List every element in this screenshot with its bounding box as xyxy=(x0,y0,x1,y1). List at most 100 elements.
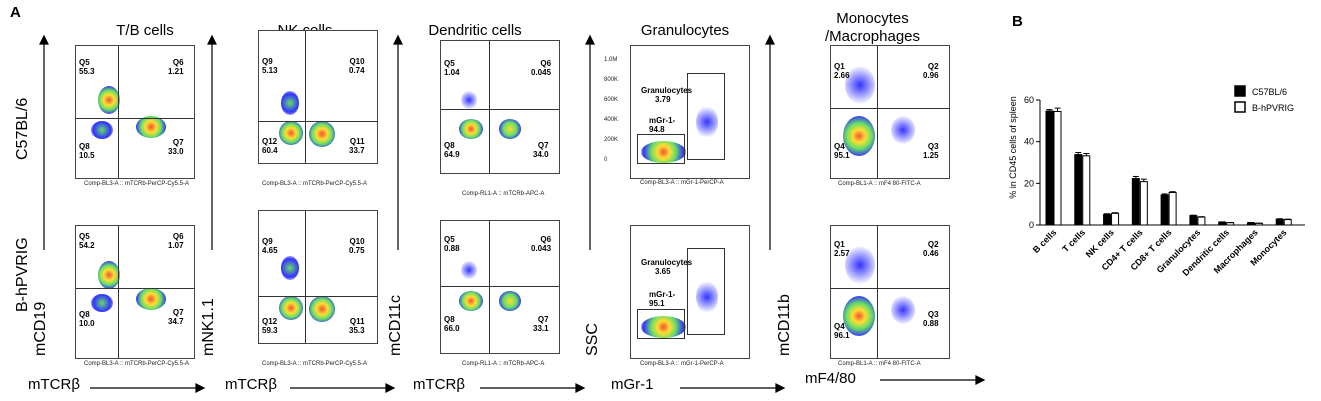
gate-label: Q10 xyxy=(349,57,365,66)
gate-label: Q3 xyxy=(927,310,939,319)
gate-label: Q6 xyxy=(172,232,184,241)
x-axis-caption: Comp-BL3-A :: mTCRb-PerCP-Cy5.5-A xyxy=(262,361,368,367)
bar-humanized xyxy=(1082,155,1091,226)
x-axis-caption: Comp-BL3-A :: mTCRb-PerCP-Cy5.5-A xyxy=(84,181,190,187)
bar-humanized xyxy=(1168,192,1177,226)
gate-value: 0.045 xyxy=(531,68,552,77)
gate-label: Q6 xyxy=(540,59,552,68)
category-label: T cells xyxy=(1060,227,1087,254)
gate-label: Q11 xyxy=(349,137,365,146)
gate-label: Q2 xyxy=(927,240,939,249)
column-title-tb: T/B cells xyxy=(116,22,174,39)
gate-value: 10.5 xyxy=(79,151,95,160)
gate-value: 33.7 xyxy=(349,146,365,155)
bar-wildtype xyxy=(1131,178,1140,226)
column-title-granulocytes: Granulocytes xyxy=(640,22,730,39)
category-label: B cells xyxy=(1031,227,1059,255)
gate-value: 0.043 xyxy=(531,244,552,253)
gate-value: 33.0 xyxy=(168,147,184,156)
gate-label: mGr-1- xyxy=(649,290,676,299)
gate-value: 4.65 xyxy=(262,246,278,255)
flow-plot-nk-wildtype: Q9 5.13 Q10 0.74 Q12 60.4 Q11 33.7 xyxy=(258,30,378,164)
legend-label: B-hPVRIG xyxy=(1252,103,1294,113)
gate-value: 95.1 xyxy=(649,299,665,308)
x-marker-tcrb-2: mTCRβ xyxy=(225,376,277,393)
gate-label: Q7 xyxy=(537,141,549,150)
gate-value: 96.1 xyxy=(834,331,850,340)
gate-value: 0.88 xyxy=(444,244,460,253)
y-tick-label: 0 xyxy=(1029,220,1034,230)
x-marker-gr1: mGr-1 xyxy=(611,376,654,393)
bar-wildtype xyxy=(1074,154,1083,226)
x-marker-f480: mF4/80 xyxy=(805,370,856,387)
flow-plot-monocytes-wildtype: Q1 2.66 Q2 0.96 Q4 95.1 Q3 1.25 xyxy=(830,45,950,179)
bar-wildtype xyxy=(1045,110,1054,226)
gate-value: 35.3 xyxy=(349,326,365,335)
bar-wildtype xyxy=(1160,194,1169,226)
gate-value: 54.2 xyxy=(79,241,95,250)
gate-label: Q1 xyxy=(834,240,845,249)
gate-label: Q8 xyxy=(444,141,455,150)
x-axis-caption: Comp-BL1-A :: mF4 80-FITC-A xyxy=(838,181,921,187)
panel-b-label: B xyxy=(1012,13,1023,30)
tick-label: 0 xyxy=(604,157,608,163)
tick-label: 400K xyxy=(604,117,619,123)
gate-label: Granulocytes xyxy=(641,86,693,95)
gate-value: 1.25 xyxy=(923,151,939,160)
y-tick-label: 60 xyxy=(1024,95,1034,105)
column-title-dc: Dendritic cells xyxy=(428,22,522,39)
column-title-monocytes: Monocytes /Macrophages xyxy=(824,10,921,45)
gate-value: 3.79 xyxy=(655,95,671,104)
gate-label: Q10 xyxy=(349,237,365,246)
gate-value: 95.1 xyxy=(834,151,850,160)
bar-wildtype xyxy=(1218,221,1227,226)
gate-value: 34.0 xyxy=(533,150,549,159)
gate-label: Q3 xyxy=(927,142,939,151)
gate-value: 0.96 xyxy=(923,71,939,80)
gate-label: Q6 xyxy=(172,58,184,67)
x-axis-caption: Comp-RL1-A :: mTCRb-APC-A xyxy=(462,191,545,197)
gate-label: Q8 xyxy=(79,310,90,319)
gate-value: 60.4 xyxy=(262,146,278,155)
gate-label: mGr-1- xyxy=(649,116,676,125)
gate-value: 66.0 xyxy=(444,324,460,333)
gate-value: 59.3 xyxy=(262,326,278,335)
bar-humanized xyxy=(1139,181,1148,226)
gate-label: Q8 xyxy=(79,142,90,151)
ssc-tick-labels: 1.0M 800K 600K 400K 200K 0 xyxy=(604,50,618,170)
gate-label: Q9 xyxy=(262,237,273,246)
gate-label: Q11 xyxy=(349,317,365,326)
tick-label: 200K xyxy=(604,137,619,143)
tick-label: 1.0M xyxy=(604,57,618,63)
gate-value: 2.66 xyxy=(834,71,850,80)
bar-humanized xyxy=(1226,222,1235,226)
gate-label: Q4 xyxy=(834,322,845,331)
gate-label: Q9 xyxy=(262,57,273,66)
gate-value: 64.9 xyxy=(444,150,460,159)
gate-label: Q7 xyxy=(537,315,549,324)
gate-label: Q12 xyxy=(262,317,278,326)
gate-value: 94.8 xyxy=(649,125,665,134)
gate-label: Q1 xyxy=(834,62,845,71)
bar-wildtype xyxy=(1246,222,1255,226)
x-axis-caption: Comp-BL1-A :: mF4 80-FITC-A xyxy=(838,361,921,367)
tick-label: 800K xyxy=(604,77,619,83)
x-axis-caption: Comp-BL3-A :: mTCRb-PerCP-Cy5.5-A xyxy=(84,361,190,367)
flow-plot-monocytes-humanized: Q1 2.57 Q2 0.46 Q4 96.1 Q3 0.88 xyxy=(830,225,950,359)
x-axis-caption: Comp-BL3-A :: mTCRb-PerCP-Cy5.5-A xyxy=(262,181,368,187)
legend-swatch xyxy=(1234,101,1246,113)
gate-value: 0.46 xyxy=(923,249,939,258)
gate-label: Q6 xyxy=(540,235,552,244)
gate-value: 1.04 xyxy=(444,68,460,77)
x-axis-caption: Comp-BL3-A :: mGr-1-PerCP-A xyxy=(640,361,724,367)
gate-label: Q2 xyxy=(927,62,939,71)
y-tick-label: 20 xyxy=(1024,178,1034,188)
bar-humanized xyxy=(1283,219,1292,226)
x-marker-tcrb-3: mTCRβ xyxy=(413,376,465,393)
gate-value: 55.3 xyxy=(79,67,95,76)
gate-label: Q12 xyxy=(262,137,278,146)
flow-plot-dc-wildtype: Q5 1.04 Q6 0.045 Q8 64.9 Q7 34.0 xyxy=(440,40,560,174)
x-axis-caption: Comp-RL1-A :: mTCRb-APC-A xyxy=(462,361,545,367)
gate-value: 1.21 xyxy=(168,67,184,76)
gate-label: Q4 xyxy=(834,142,845,151)
